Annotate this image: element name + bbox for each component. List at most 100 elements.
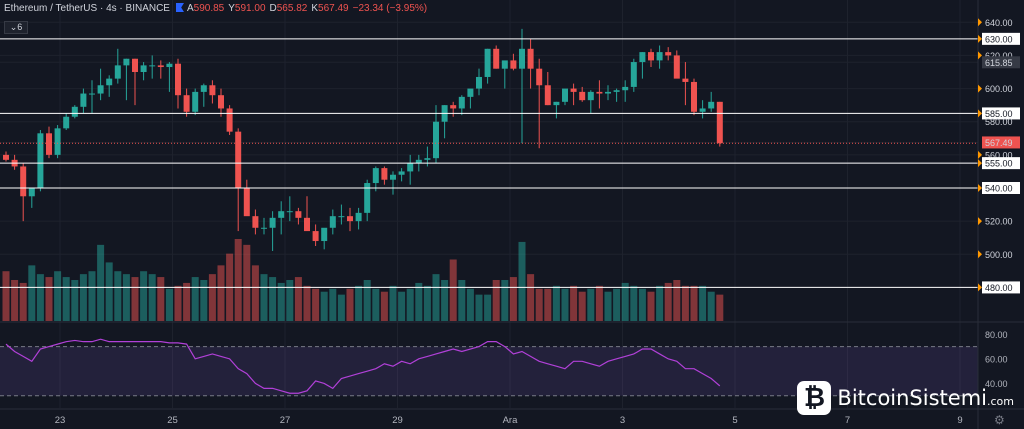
price-label-box xyxy=(982,56,1020,69)
candle-body xyxy=(381,168,388,180)
volume-bar xyxy=(415,282,423,321)
candle xyxy=(622,80,629,102)
alert-marker-icon xyxy=(978,109,982,118)
price-label-box xyxy=(982,136,1020,149)
candle xyxy=(613,88,620,102)
candle xyxy=(106,75,113,97)
volume-bar xyxy=(183,282,191,321)
logo-text: BitcoinSistemi xyxy=(837,386,987,410)
candle xyxy=(338,204,345,225)
price-tick-label: 580.00 xyxy=(985,117,1013,127)
candle-body xyxy=(312,231,319,242)
price-tick-label: 585.00 xyxy=(985,109,1013,119)
candle xyxy=(269,211,276,251)
candle xyxy=(80,88,87,114)
volume-bar xyxy=(355,285,363,321)
candle-body xyxy=(484,48,491,77)
volume-bar xyxy=(131,277,139,321)
candle xyxy=(183,88,190,117)
rsi-tick-label: 40.00 xyxy=(985,379,1008,389)
volume-bar xyxy=(475,294,483,321)
candle xyxy=(433,105,439,164)
price-label-box xyxy=(982,182,1020,194)
price-tick-label: 630.00 xyxy=(985,34,1013,44)
candle xyxy=(673,50,680,79)
candle xyxy=(544,72,551,106)
candle-body xyxy=(321,227,328,242)
volume-bar xyxy=(673,280,681,321)
candle-body xyxy=(97,85,104,94)
time-axis[interactable]: 23 25 27 29 Ara 3 5 7 9 ⚙ xyxy=(0,408,1024,427)
volume-bar xyxy=(406,288,414,321)
candle-body xyxy=(269,217,276,228)
symbol-title[interactable]: Ethereum / TetherUS · 4s · BINANCE xyxy=(4,3,170,14)
volume-bar xyxy=(165,288,173,321)
price-tick-label: 480.00 xyxy=(985,283,1013,293)
volume-bar xyxy=(303,285,311,321)
candle-body xyxy=(682,78,689,82)
price-tick-label: 567.49 xyxy=(985,138,1013,148)
volume-bar xyxy=(45,277,53,321)
candle-body xyxy=(501,60,508,69)
volume-bar xyxy=(105,262,113,321)
volume-bar xyxy=(535,288,543,321)
volume-bar xyxy=(432,274,440,321)
volume-bar xyxy=(19,282,27,321)
candle xyxy=(89,80,95,114)
flag-icon[interactable] xyxy=(175,3,184,12)
candle-body xyxy=(415,159,422,164)
candle-body xyxy=(54,128,61,155)
volume-bar xyxy=(527,274,535,321)
price-tick-label: 560.00 xyxy=(985,150,1013,160)
candle xyxy=(716,101,723,147)
indicators-toggle-button[interactable]: ⌄6 xyxy=(4,21,28,34)
candle-body xyxy=(175,63,181,96)
candle-body xyxy=(579,91,586,101)
volume-bar xyxy=(561,288,569,321)
candle xyxy=(476,68,482,96)
volume-bar xyxy=(664,282,672,321)
volume-bar xyxy=(97,244,105,321)
volume-bar xyxy=(458,280,466,321)
price-label-box xyxy=(982,32,1020,45)
alert-marker-icon xyxy=(978,84,982,93)
time-tick-label: 23 xyxy=(55,415,66,426)
volume-bar xyxy=(346,288,354,321)
candle xyxy=(364,179,371,222)
candle-body xyxy=(665,52,672,56)
volume-bar xyxy=(423,285,431,321)
candle xyxy=(192,88,199,116)
alert-marker-icon xyxy=(978,184,982,192)
candle xyxy=(398,168,405,182)
price-tick-label: 600.00 xyxy=(985,84,1013,94)
price-tick-label: 615.85 xyxy=(985,58,1013,68)
candle xyxy=(295,207,302,225)
settings-gear-icon[interactable]: ⚙ xyxy=(994,413,1005,427)
price-tick-label: 540.00 xyxy=(985,184,1013,194)
candle xyxy=(252,209,259,235)
volume-bar xyxy=(647,291,655,321)
volume-bar xyxy=(62,277,70,321)
candle-body xyxy=(37,133,44,188)
volume-bar xyxy=(690,285,698,321)
price-label-box xyxy=(982,107,1020,120)
volume-bar xyxy=(114,271,122,321)
open-value: 590.85 xyxy=(193,3,225,14)
volume-bar xyxy=(707,291,715,321)
candle xyxy=(37,130,44,192)
candle-body xyxy=(587,91,594,101)
candle xyxy=(28,188,35,208)
candle-body xyxy=(192,91,199,112)
candle-body xyxy=(673,55,680,79)
candle xyxy=(587,90,594,114)
time-tick-label: 29 xyxy=(392,415,403,426)
candle-body xyxy=(699,108,706,112)
candle-body xyxy=(226,108,233,132)
volume-bar xyxy=(286,280,294,321)
candle-body xyxy=(140,65,147,72)
volume-bar xyxy=(501,280,509,321)
alert-marker-icon xyxy=(978,34,982,43)
candle-body xyxy=(338,216,345,218)
